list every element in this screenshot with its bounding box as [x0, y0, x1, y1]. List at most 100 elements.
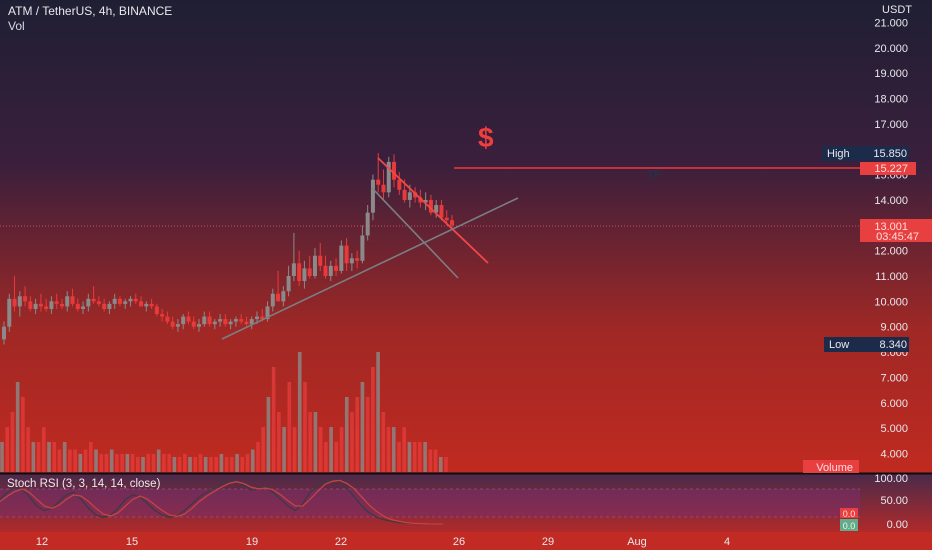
- candle-body: [49, 301, 54, 309]
- price-tick-label: 21.000: [874, 18, 908, 30]
- tp-text-annotation: TP: [647, 169, 661, 181]
- price-tick-label: 19.000: [874, 68, 908, 80]
- volume-bar: [203, 457, 208, 472]
- candle-body: [17, 296, 22, 307]
- volume-bar: [433, 449, 438, 472]
- candle-body: [197, 324, 202, 327]
- candle-body: [355, 258, 360, 261]
- candle-body: [86, 298, 91, 307]
- time-tick-label: 19: [246, 536, 258, 548]
- stoch-k-tag-bg: [840, 508, 858, 518]
- volume-bar: [266, 397, 271, 472]
- candle-body: [434, 205, 439, 213]
- stoch-tick-label: 100.00: [874, 473, 908, 485]
- volume-bar: [0, 442, 4, 472]
- volume-bar: [256, 442, 260, 472]
- volume-bar: [141, 457, 145, 472]
- candle-body: [23, 296, 28, 302]
- stoch-d-tag-bg: [840, 519, 858, 531]
- stoch-rsi-legend-label[interactable]: Stoch RSI (3, 3, 14, 14, close): [7, 478, 161, 490]
- candle-body: [413, 192, 418, 198]
- volume-bar: [41, 427, 46, 472]
- candle-body: [207, 316, 212, 325]
- candle-body: [265, 306, 270, 320]
- candle-body: [370, 179, 375, 213]
- volume-bar: [230, 457, 234, 472]
- price-tick-label: 5.000: [880, 423, 908, 435]
- volume-bar: [151, 454, 156, 472]
- price-tick-label: 18.000: [874, 94, 908, 106]
- high-tag-bg: [822, 146, 909, 161]
- volume-bar: [109, 449, 114, 472]
- volume-bar: [360, 382, 365, 472]
- volume-bar: [15, 382, 20, 472]
- volume-bar: [250, 449, 255, 472]
- stoch-rsi-lines: [0, 479, 443, 525]
- candle-body: [344, 245, 349, 264]
- time-tick-label: 4: [724, 536, 730, 548]
- candle-body: [407, 192, 412, 200]
- price-tick-label: 12.000: [874, 246, 908, 258]
- volume-bar: [292, 427, 297, 472]
- volume-bar: [350, 412, 354, 472]
- main-pane-background: [0, 0, 932, 473]
- volume-bar: [240, 457, 245, 472]
- volume-bar: [428, 449, 433, 472]
- volume-bar: [365, 397, 370, 472]
- volume-bar: [136, 457, 140, 472]
- candle-body: [328, 265, 333, 276]
- candle-body: [386, 161, 391, 193]
- symbol-title[interactable]: ATM / TetherUS, 4h, BINANCE: [8, 4, 173, 18]
- volume-bar: [115, 454, 119, 472]
- candle-body: [423, 199, 428, 203]
- candle-body: [223, 319, 228, 325]
- candle-body: [307, 268, 312, 276]
- ascending-trendline: [221, 197, 519, 340]
- tp-price-tag: 15.227: [874, 163, 908, 175]
- volume-bar: [334, 442, 339, 472]
- candle-body: [133, 298, 138, 302]
- candle-body: [360, 235, 365, 261]
- volume-bar: [407, 442, 412, 472]
- candle-body: [91, 298, 96, 302]
- wedge-upper-line: [377, 157, 489, 264]
- volume-bar: [214, 457, 218, 472]
- candle-body: [239, 319, 244, 322]
- volume-bar: [130, 454, 135, 472]
- volume-legend-label[interactable]: Vol: [8, 19, 25, 33]
- candle-body: [33, 303, 38, 309]
- volume-bar: [62, 442, 67, 472]
- candle-body: [450, 220, 454, 226]
- price-tick-label: 20.000: [874, 43, 908, 55]
- volume-bar: [271, 367, 276, 472]
- wedge-lower-line: [371, 187, 459, 279]
- volume-tag-bg: [803, 460, 859, 473]
- time-axis-background: [0, 532, 932, 550]
- volume-bar: [282, 427, 286, 472]
- candle-body: [112, 298, 117, 304]
- volume-bar: [397, 442, 401, 472]
- volume-bar: [162, 454, 166, 472]
- chart-header: ATM / TetherUS, 4h, BINANCE Vol: [8, 4, 172, 34]
- candle-body: [444, 217, 449, 221]
- candle-body: [397, 179, 402, 190]
- candle-body: [428, 199, 433, 213]
- candle-body: [402, 189, 407, 200]
- volume-bar: [78, 454, 83, 472]
- volume-bar: [21, 397, 25, 472]
- dollar-sign-annotation: $: [478, 122, 494, 153]
- candle-body: [117, 298, 122, 304]
- volume-bar: [318, 427, 323, 472]
- volume-bar: [329, 427, 333, 472]
- candle-body: [218, 319, 223, 322]
- volume-bar: [209, 457, 213, 472]
- volume-bar: [438, 457, 443, 472]
- candle-body: [244, 321, 249, 325]
- high-tag-value: 15.850: [873, 148, 907, 160]
- volume-bar: [177, 457, 182, 472]
- candle-body: [181, 316, 186, 325]
- stoch-d-tag: 0.0: [843, 521, 856, 531]
- volume-bar: [402, 427, 407, 472]
- volume-bar: [386, 427, 391, 472]
